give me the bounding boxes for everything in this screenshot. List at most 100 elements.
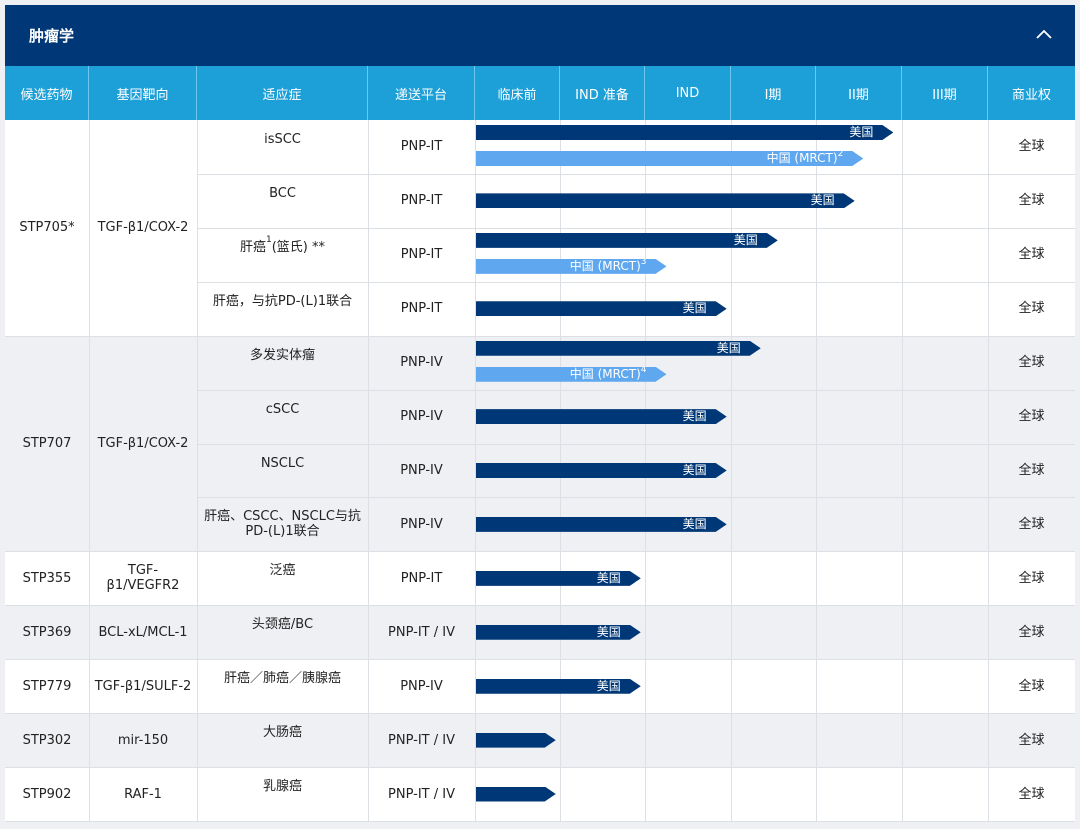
- progress-bar: 美国: [476, 193, 855, 208]
- bar-region-text: 美国: [733, 232, 758, 247]
- delivery-platform: PNP-IT: [400, 301, 443, 317]
- row-divider: [197, 227, 1075, 229]
- indication-text: cSCC: [265, 401, 300, 417]
- delivery-platform: PNP-IV: [400, 678, 443, 694]
- gene-target: TGF-β1/COX-2: [97, 436, 189, 452]
- column-header-phase1: I期: [731, 66, 816, 120]
- row-divider: [197, 443, 1075, 445]
- row-divider: [197, 173, 1075, 175]
- group-divider: [5, 551, 1075, 553]
- delivery-platform: PNP-IT: [400, 247, 443, 263]
- commercial-rights: 全球: [1018, 301, 1045, 317]
- indication-text: 肝癌: [239, 239, 266, 255]
- bar-region-label: 美国: [597, 625, 621, 640]
- column-divider: [197, 120, 198, 821]
- column-divider: [475, 120, 476, 821]
- gene-target: RAF-1: [124, 786, 162, 802]
- indication: NSCLC: [197, 456, 368, 498]
- indication: 乳腺癌: [197, 779, 368, 821]
- candidate-name: STP707: [22, 436, 72, 452]
- bar-region-text: 美国: [596, 678, 621, 693]
- pipeline-table: STP705* TGF-β1/COX-2 isSCC PNP-IT 全球 美国 中国 (MR…: [5, 120, 1075, 822]
- column-header-phase3: III期: [902, 66, 988, 120]
- indication-text: isSCC: [264, 132, 301, 147]
- gene-target: mir-150: [117, 732, 169, 748]
- chevron-up-icon[interactable]: [1035, 27, 1053, 41]
- group-divider: [5, 767, 1075, 769]
- gene-target: BCL-xL/MCL-1: [98, 624, 188, 640]
- column-header-ind: IND: [645, 66, 731, 120]
- commercial-rights: 全球: [1018, 247, 1045, 263]
- bar-region-text: 中国 (MRCT): [569, 258, 641, 273]
- progress-bar: 中国 (MRCT)2: [476, 151, 863, 166]
- delivery-platform: PNP-IT / IV: [388, 786, 455, 802]
- bar-region-label: 美国: [734, 233, 758, 248]
- column-header-candidate: 候选药物: [5, 66, 89, 120]
- indication: 头颈癌/BC: [197, 617, 368, 659]
- bar-region-label: 美国: [683, 463, 707, 478]
- commercial-rights: 全球: [1018, 462, 1045, 478]
- bar-region-label: 中国 (MRCT)4: [570, 367, 647, 382]
- bar-region-label: 美国: [597, 571, 621, 586]
- bar-footnote: 2: [837, 149, 844, 159]
- delivery-platform: PNP-IT: [400, 139, 443, 155]
- indication: isSCC: [197, 132, 368, 174]
- column-header-row: 候选药物 基因靶向 适应症 递送平台 临床前 IND 准备 IND I期 II期 III期 商业权: [5, 66, 1075, 120]
- section-header[interactable]: 肿瘤学: [5, 5, 1075, 66]
- column-header-ind-prep: IND 准备: [560, 66, 645, 120]
- group-divider: [5, 821, 1075, 822]
- row-divider: [197, 281, 1075, 283]
- delivery-platform: PNP-IT / IV: [388, 732, 455, 748]
- indication-text: 肝癌／肺癌／胰腺癌: [223, 671, 341, 687]
- progress-bar: 美国: [476, 571, 641, 586]
- delivery-platform: PNP-IV: [400, 516, 443, 532]
- bar-region-label: 美国: [849, 125, 873, 140]
- indication: 肝癌 1 (篮氏) **: [239, 234, 326, 255]
- column-header-target: 基因靶向: [89, 66, 197, 120]
- candidate-name: STP902: [22, 786, 72, 802]
- indication: 肝癌／肺癌／胰腺癌: [197, 671, 368, 713]
- column-header-preclinical: 临床前: [475, 66, 560, 120]
- pipeline-panel: 肿瘤学 候选药物 基因靶向 适应症 递送平台 临床前 IND 准备 IND I期 II期 III期…: [5, 5, 1075, 822]
- commercial-rights: 全球: [1018, 409, 1045, 425]
- delivery-platform: PNP-IT: [400, 570, 443, 586]
- bar-region-text: 中国 (MRCT): [569, 366, 641, 381]
- indication-text: 大肠癌: [262, 725, 302, 741]
- bar-region-text: 美国: [849, 125, 874, 139]
- indication: 多发实体瘤: [197, 348, 368, 390]
- indication-text: 乳腺癌: [262, 779, 302, 795]
- candidate-name: STP302: [22, 732, 72, 748]
- bar-region-text: 美国: [810, 193, 835, 208]
- bar-region-label: 中国 (MRCT)2: [767, 151, 844, 166]
- candidate-name: STP779: [22, 678, 72, 694]
- indication-text: NSCLC: [260, 455, 305, 471]
- progress-bar: 美国: [476, 125, 893, 140]
- commercial-rights: 全球: [1018, 355, 1045, 371]
- indication-text: 头颈癌/BC: [251, 617, 314, 633]
- delivery-platform: PNP-IV: [400, 409, 443, 425]
- bar-region-label: 美国: [683, 301, 707, 316]
- column-divider: [89, 120, 90, 821]
- bar-footnote: 3: [640, 256, 647, 267]
- indication-text: BCC: [269, 185, 296, 201]
- column-divider: [988, 120, 989, 821]
- progress-bar: 美国: [476, 233, 778, 248]
- delivery-platform: PNP-IT: [400, 193, 443, 209]
- bar-region-text: 美国: [716, 340, 741, 355]
- bar-region-text: 美国: [682, 409, 707, 424]
- column-header-indication: 适应症: [197, 66, 368, 120]
- progress-bar: 中国 (MRCT)3: [476, 259, 667, 274]
- bar-region-label: 美国: [683, 409, 707, 424]
- commercial-rights: 全球: [1018, 516, 1045, 532]
- indication: 泛癌: [197, 563, 368, 605]
- bar-region-label: 美国: [717, 341, 741, 356]
- delivery-platform: PNP-IV: [400, 355, 443, 371]
- progress-bar: 美国: [476, 517, 727, 532]
- group-divider: [5, 605, 1075, 607]
- delivery-platform: PNP-IV: [400, 462, 443, 478]
- bar-region-text: 美国: [682, 463, 707, 477]
- commercial-rights: 全球: [1018, 139, 1045, 155]
- progress-bar: [476, 787, 556, 802]
- gene-target: TGF-β1/VEGFR2: [106, 563, 180, 594]
- indication: cSCC: [197, 402, 368, 444]
